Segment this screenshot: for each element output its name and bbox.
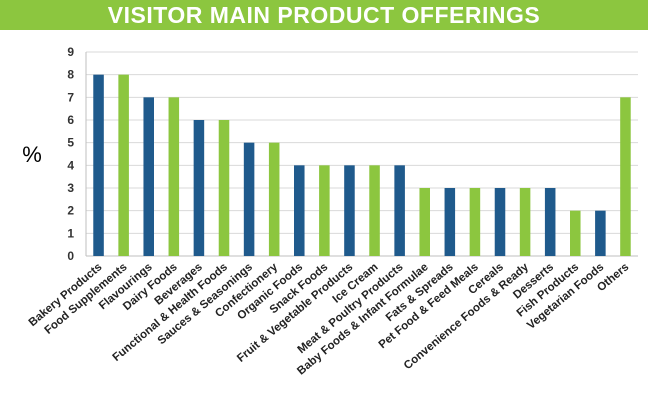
bar (519, 188, 531, 256)
y-tick-label: 0 (67, 249, 74, 263)
bar (268, 142, 280, 256)
bar (419, 188, 430, 256)
bar (218, 120, 230, 256)
y-tick-label: 2 (67, 204, 74, 218)
bar (193, 120, 205, 256)
y-axis-label: % (22, 142, 42, 167)
bar (243, 142, 255, 256)
y-tick-label: 7 (67, 90, 74, 104)
y-tick-label: 3 (67, 181, 74, 195)
bar (294, 165, 305, 256)
y-tick-label: 1 (67, 226, 74, 240)
y-tick-label: 4 (67, 158, 74, 172)
y-tick-label: 8 (67, 68, 74, 82)
bar (118, 74, 129, 257)
bar (620, 97, 631, 256)
y-tick-label: 6 (67, 113, 74, 127)
y-tick-labels: 0 1 2 3 4 5 6 7 8 9 (67, 45, 74, 263)
bar (93, 74, 104, 257)
bar (369, 165, 380, 256)
bar (570, 210, 581, 256)
title-banner: VISITOR MAIN PRODUCT OFFERINGS (0, 0, 648, 30)
bar (168, 97, 180, 256)
bar (595, 210, 606, 256)
bar (319, 165, 330, 256)
y-tick-label: 9 (67, 45, 74, 59)
bars (93, 74, 631, 257)
bar (494, 188, 506, 256)
bar (143, 97, 154, 256)
y-tick-label: 5 (67, 136, 74, 150)
bar (344, 165, 355, 256)
chart-title: VISITOR MAIN PRODUCT OFFERINGS (107, 1, 541, 28)
bar (444, 188, 456, 256)
bar (469, 188, 481, 256)
bar (544, 188, 556, 256)
bar (394, 165, 405, 256)
